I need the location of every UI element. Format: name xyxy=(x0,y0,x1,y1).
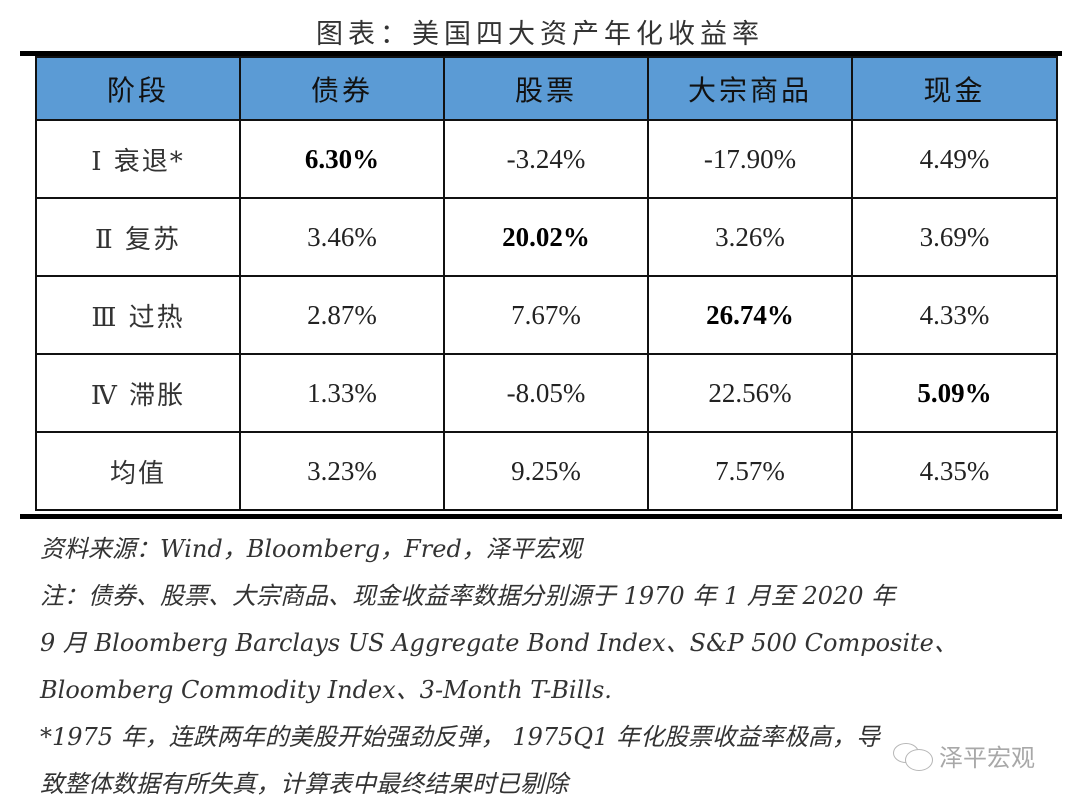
header-stage: 阶段 xyxy=(35,56,241,121)
table-row: Ⅰ 衰退* 6.30% -3.24% -17.90% 4.49% xyxy=(35,119,1058,199)
watermark-text: 泽平宏观 xyxy=(939,744,1035,772)
table-row: Ⅳ 滞胀 1.33% -8.05% 22.56% 5.09% xyxy=(35,353,1058,433)
value-cell: -17.90% xyxy=(647,119,853,199)
value-cell: 7.67% xyxy=(443,275,649,355)
value-cell: -3.24% xyxy=(443,119,649,199)
value-cell: 3.26% xyxy=(647,197,853,277)
bottom-rule xyxy=(20,514,1062,519)
value-cell: 3.23% xyxy=(239,431,445,511)
value-cell: 9.25% xyxy=(443,431,649,511)
note-line: Bloomberg Commodity Index、3-Month T-Bill… xyxy=(40,676,612,704)
value-cell: 6.30% xyxy=(239,119,445,199)
value-cell: 3.69% xyxy=(851,197,1058,277)
value-cell: 26.74% xyxy=(647,275,853,355)
header-row: 阶段 债券 股票 大宗商品 现金 xyxy=(35,56,1058,121)
note-line: 注：债券、股票、大宗商品、现金收益率数据分别源于 1970 年 1 月至 202… xyxy=(40,582,896,610)
table-row-average: 均值 3.23% 9.25% 7.57% 4.35% xyxy=(35,431,1058,511)
notes-section: 资料来源：Wind，Bloomberg，Fred，泽平宏观 注：债券、股票、大宗… xyxy=(40,526,1070,808)
value-cell: 4.49% xyxy=(851,119,1058,199)
value-cell: -8.05% xyxy=(443,353,649,433)
stage-cell: Ⅰ 衰退* xyxy=(35,119,241,199)
header-commodities: 大宗商品 xyxy=(647,56,853,121)
top-rule xyxy=(20,51,1062,56)
footnote-line: 致整体数据有所失真，计算表中最终结果时已剔除 xyxy=(40,770,568,798)
stage-cell: Ⅲ 过热 xyxy=(35,275,241,355)
figure-title: 图表：美国四大资产年化收益率 xyxy=(316,19,764,50)
table-row: Ⅲ 过热 2.87% 7.67% 26.74% 4.33% xyxy=(35,275,1058,355)
value-cell: 4.33% xyxy=(851,275,1058,355)
header-stocks: 股票 xyxy=(443,56,649,121)
stage-cell: Ⅱ 复苏 xyxy=(35,197,241,277)
value-cell: 2.87% xyxy=(239,275,445,355)
value-cell: 5.09% xyxy=(851,353,1058,433)
value-cell: 22.56% xyxy=(647,353,853,433)
footnote-line: *1975 年，连跌两年的美股开始强劲反弹， 1975Q1 年化股票收益率极高，… xyxy=(40,723,880,751)
note-line: 9 月 Bloomberg Barclays US Aggregate Bond… xyxy=(40,629,958,657)
source-line: 资料来源：Wind，Bloomberg，Fred，泽平宏观 xyxy=(40,535,582,563)
stage-cell: Ⅳ 滞胀 xyxy=(35,353,241,433)
value-cell: 20.02% xyxy=(443,197,649,277)
value-cell: 4.35% xyxy=(851,431,1058,511)
header-bonds: 债券 xyxy=(239,56,445,121)
table-row: Ⅱ 复苏 3.46% 20.02% 3.26% 3.69% xyxy=(35,197,1058,277)
value-cell: 1.33% xyxy=(239,353,445,433)
watermark: 泽平宏观 xyxy=(893,738,1035,773)
header-cash: 现金 xyxy=(851,56,1058,121)
returns-table: 阶段 债券 股票 大宗商品 现金 Ⅰ 衰退* 6.30% -3.24% -17.… xyxy=(35,56,1058,511)
wechat-icon xyxy=(893,741,933,771)
stage-cell: 均值 xyxy=(35,431,241,511)
value-cell: 7.57% xyxy=(647,431,853,511)
value-cell: 3.46% xyxy=(239,197,445,277)
